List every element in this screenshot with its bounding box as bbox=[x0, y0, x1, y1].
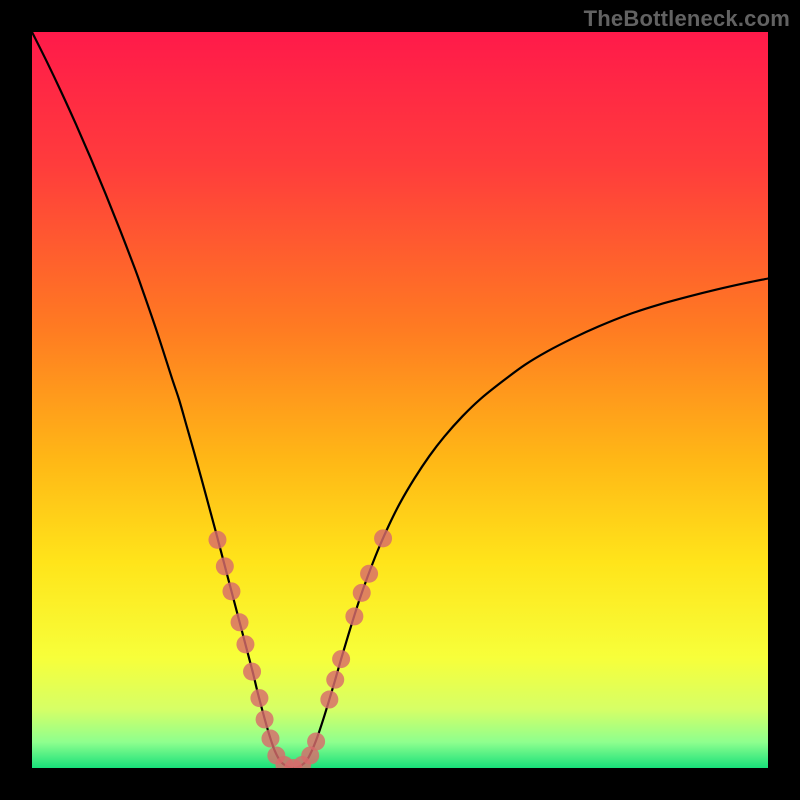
curve-marker bbox=[307, 733, 325, 751]
curve-marker bbox=[243, 663, 261, 681]
gradient-background bbox=[32, 32, 768, 768]
curve-marker bbox=[345, 607, 363, 625]
curve-marker bbox=[332, 650, 350, 668]
plot-area bbox=[32, 32, 768, 768]
curve-marker bbox=[360, 565, 378, 583]
chart-svg bbox=[32, 32, 768, 768]
curve-marker bbox=[256, 710, 274, 728]
chart-container: { "watermark": { "text": "TheBottleneck.… bbox=[0, 0, 800, 800]
curve-marker bbox=[326, 671, 344, 689]
curve-marker bbox=[222, 582, 240, 600]
curve-marker bbox=[261, 730, 279, 748]
watermark-text: TheBottleneck.com bbox=[584, 6, 790, 32]
curve-marker bbox=[320, 691, 338, 709]
curve-marker bbox=[353, 584, 371, 602]
curve-marker bbox=[208, 531, 226, 549]
curve-marker bbox=[250, 689, 268, 707]
curve-marker bbox=[374, 529, 392, 547]
curve-marker bbox=[231, 613, 249, 631]
curve-marker bbox=[236, 635, 254, 653]
curve-marker bbox=[216, 557, 234, 575]
